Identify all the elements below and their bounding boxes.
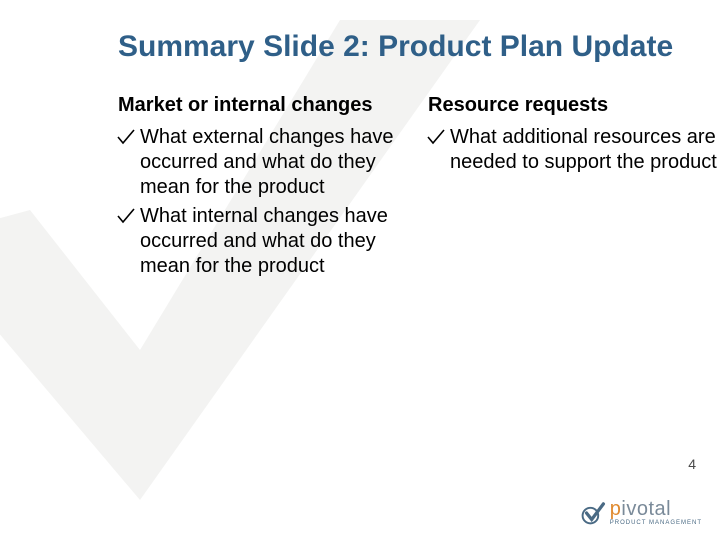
list-item-text: What internal changes have occurred and … bbox=[140, 205, 388, 277]
list-item: What additional resources are needed to … bbox=[428, 125, 720, 175]
check-icon bbox=[116, 206, 136, 226]
column-heading: Resource requests bbox=[428, 94, 720, 117]
list-item-text: What external changes have occurred and … bbox=[140, 126, 394, 198]
checklist-right: What additional resources are needed to … bbox=[428, 125, 720, 175]
column-heading: Market or internal changes bbox=[118, 94, 410, 117]
logo-text: pivotal PRODUCT MANAGEMENT bbox=[610, 499, 702, 526]
checklist-left: What external changes have occurred and … bbox=[118, 125, 410, 279]
logo-mark-icon bbox=[580, 500, 606, 526]
logo-subtext: PRODUCT MANAGEMENT bbox=[610, 520, 702, 526]
check-icon bbox=[426, 127, 446, 147]
slide-content: Summary Slide 2: Product Plan Update Mar… bbox=[0, 0, 720, 283]
page-number: 4 bbox=[688, 456, 696, 472]
logo-brand: pivotal bbox=[610, 499, 702, 519]
list-item: What external changes have occurred and … bbox=[118, 125, 410, 200]
column-right: Resource requests What additional resour… bbox=[428, 94, 720, 283]
columns-container: Market or internal changes What external… bbox=[118, 94, 720, 283]
column-left: Market or internal changes What external… bbox=[118, 94, 410, 283]
brand-logo: pivotal PRODUCT MANAGEMENT bbox=[580, 499, 702, 526]
list-item-text: What additional resources are needed to … bbox=[450, 126, 717, 173]
list-item: What internal changes have occurred and … bbox=[118, 204, 410, 279]
logo-brand-accent: p bbox=[610, 498, 622, 520]
slide-title: Summary Slide 2: Product Plan Update bbox=[118, 28, 720, 66]
logo-brand-rest: ivotal bbox=[621, 498, 671, 520]
check-icon bbox=[116, 127, 136, 147]
